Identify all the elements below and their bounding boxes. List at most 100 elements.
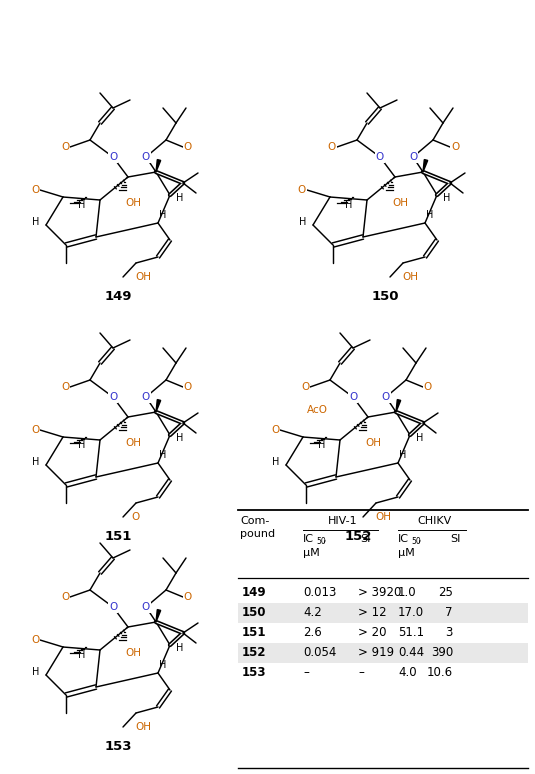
Text: 150: 150 bbox=[242, 607, 266, 619]
Text: 153: 153 bbox=[104, 740, 132, 753]
Text: O: O bbox=[142, 392, 150, 402]
Text: H: H bbox=[177, 433, 184, 443]
Text: H: H bbox=[78, 200, 86, 210]
Text: 149: 149 bbox=[104, 290, 132, 303]
Text: H: H bbox=[78, 650, 86, 660]
Text: O: O bbox=[142, 152, 150, 162]
Text: ,: , bbox=[417, 534, 421, 544]
Text: SI: SI bbox=[450, 534, 461, 544]
Text: 153: 153 bbox=[242, 666, 266, 680]
Text: H: H bbox=[177, 193, 184, 203]
Text: O: O bbox=[61, 142, 69, 152]
Polygon shape bbox=[423, 159, 427, 172]
Polygon shape bbox=[156, 159, 160, 172]
Text: H: H bbox=[32, 457, 40, 467]
Text: O: O bbox=[109, 602, 117, 612]
Text: –: – bbox=[303, 666, 309, 680]
Text: H: H bbox=[32, 667, 40, 677]
Text: O: O bbox=[409, 152, 417, 162]
Bar bbox=[238, 643, 528, 663]
Text: H: H bbox=[416, 433, 424, 443]
Text: AcO: AcO bbox=[307, 405, 328, 415]
Text: 390: 390 bbox=[431, 646, 453, 659]
Text: O: O bbox=[142, 602, 150, 612]
Text: 0.054: 0.054 bbox=[303, 646, 337, 659]
Text: > 12: > 12 bbox=[358, 607, 387, 619]
Text: 50: 50 bbox=[411, 537, 421, 546]
Text: 152: 152 bbox=[345, 530, 372, 543]
Text: O: O bbox=[451, 142, 459, 152]
Text: H: H bbox=[159, 660, 167, 670]
Text: O: O bbox=[298, 185, 306, 195]
Text: H: H bbox=[318, 440, 326, 450]
Text: O: O bbox=[184, 592, 192, 602]
Text: 10.6: 10.6 bbox=[427, 666, 453, 680]
Text: H: H bbox=[78, 440, 86, 450]
Text: μM: μM bbox=[398, 548, 415, 558]
Text: H: H bbox=[272, 457, 280, 467]
Text: 151: 151 bbox=[242, 626, 266, 639]
Text: O: O bbox=[109, 152, 117, 162]
Text: H: H bbox=[159, 210, 167, 220]
Text: SI: SI bbox=[360, 534, 370, 544]
Polygon shape bbox=[156, 610, 160, 622]
Text: pound: pound bbox=[240, 529, 275, 539]
Text: > 919: > 919 bbox=[358, 646, 394, 659]
Text: OH: OH bbox=[392, 198, 408, 208]
Text: O: O bbox=[301, 382, 309, 392]
Text: O: O bbox=[328, 142, 336, 152]
Text: CHIKV: CHIKV bbox=[417, 516, 452, 526]
Text: 50: 50 bbox=[316, 537, 326, 546]
Text: OH: OH bbox=[125, 438, 141, 448]
Text: OH: OH bbox=[365, 438, 381, 448]
Text: OH: OH bbox=[135, 722, 151, 732]
Text: 4.2: 4.2 bbox=[303, 607, 322, 619]
Text: HIV-1: HIV-1 bbox=[328, 516, 358, 526]
Text: H: H bbox=[32, 217, 40, 227]
Text: 2.6: 2.6 bbox=[303, 626, 322, 639]
Text: H: H bbox=[399, 450, 407, 460]
Text: 0.44: 0.44 bbox=[398, 646, 424, 659]
Text: 150: 150 bbox=[371, 290, 399, 303]
Text: 4.0: 4.0 bbox=[398, 666, 417, 680]
Text: –: – bbox=[358, 666, 364, 680]
Text: H: H bbox=[159, 450, 167, 460]
Text: IC: IC bbox=[303, 534, 314, 544]
Text: > 3920: > 3920 bbox=[358, 587, 401, 600]
Text: H: H bbox=[426, 210, 434, 220]
Text: 7: 7 bbox=[446, 607, 453, 619]
Text: H: H bbox=[345, 200, 353, 210]
Text: O: O bbox=[184, 382, 192, 392]
Text: 17.0: 17.0 bbox=[398, 607, 424, 619]
Text: O: O bbox=[349, 392, 357, 402]
Text: O: O bbox=[109, 392, 117, 402]
Text: 152: 152 bbox=[242, 646, 266, 659]
Text: O: O bbox=[61, 382, 69, 392]
Text: 1.0: 1.0 bbox=[398, 587, 417, 600]
Text: > 20: > 20 bbox=[358, 626, 386, 639]
Text: 3: 3 bbox=[446, 626, 453, 639]
Text: 51.1: 51.1 bbox=[398, 626, 424, 639]
Text: OH: OH bbox=[125, 648, 141, 658]
Text: H: H bbox=[177, 643, 184, 653]
Text: ,: , bbox=[322, 534, 325, 544]
Text: O: O bbox=[131, 512, 139, 522]
Text: IC: IC bbox=[398, 534, 409, 544]
Text: O: O bbox=[271, 425, 279, 435]
Text: 149: 149 bbox=[242, 587, 266, 600]
Text: O: O bbox=[184, 142, 192, 152]
Text: O: O bbox=[31, 635, 39, 645]
Text: 0.013: 0.013 bbox=[303, 587, 337, 600]
Bar bbox=[238, 603, 528, 623]
Text: O: O bbox=[31, 185, 39, 195]
Text: Com-: Com- bbox=[240, 516, 270, 526]
Text: O: O bbox=[31, 425, 39, 435]
Text: O: O bbox=[382, 392, 390, 402]
Polygon shape bbox=[396, 399, 401, 412]
Text: H: H bbox=[299, 217, 307, 227]
Text: 25: 25 bbox=[438, 587, 453, 600]
Polygon shape bbox=[156, 399, 160, 412]
Text: O: O bbox=[424, 382, 432, 392]
Text: 151: 151 bbox=[104, 530, 132, 543]
Text: O: O bbox=[376, 152, 384, 162]
